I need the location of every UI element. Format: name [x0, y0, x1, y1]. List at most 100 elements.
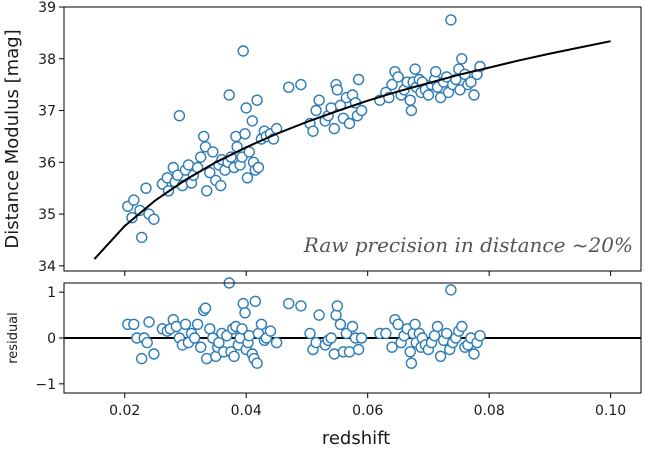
data-point	[445, 14, 457, 26]
data-point	[456, 53, 468, 65]
data-point	[307, 125, 319, 137]
data-point	[409, 63, 421, 75]
residual-point	[236, 323, 248, 335]
residual-point	[191, 318, 204, 330]
residual-point	[434, 350, 447, 362]
residual-point	[392, 318, 404, 330]
data-point	[343, 117, 356, 130]
residual-point	[204, 323, 216, 335]
residual-point	[179, 318, 192, 330]
data-point	[422, 89, 435, 101]
residual-y-ticks: −1 0 1	[35, 285, 64, 393]
residual-data-points	[122, 277, 486, 369]
data-point	[246, 115, 259, 127]
data-point	[200, 185, 213, 197]
y-tick-label: 39	[38, 0, 56, 16]
residual-y-tick-label: −1	[35, 377, 56, 393]
residual-point	[343, 346, 356, 358]
residual-y-tick-label: 0	[47, 331, 56, 347]
data-point	[454, 84, 466, 96]
residual-point	[405, 357, 418, 369]
residual-point	[386, 341, 398, 353]
y-tick-label: 38	[38, 52, 56, 68]
main-plot-frame	[63, 6, 642, 272]
residual-point	[255, 318, 268, 330]
x-tick-label: 0.08	[474, 403, 505, 419]
data-point	[313, 94, 325, 106]
residual-point	[468, 348, 480, 360]
residual-point	[409, 318, 421, 330]
residual-point	[328, 348, 340, 360]
model-curve	[93, 40, 611, 260]
residual-point	[237, 297, 249, 310]
residual-point	[170, 320, 183, 333]
y-tick-label: 36	[38, 155, 56, 171]
main-x-ticks	[124, 271, 612, 276]
annotation-text: Raw precision in distance ~20%	[303, 233, 633, 257]
residual-panel: −1 0 1 0.02 0.04 0.06 0.08 0.10 residual redsh…	[6, 277, 642, 449]
residual-point	[331, 300, 343, 312]
data-point	[173, 109, 186, 122]
residual-point	[431, 320, 444, 333]
data-point	[171, 169, 184, 181]
x-tick-label: 0.04	[231, 403, 262, 419]
data-point	[392, 71, 404, 83]
data-point	[355, 104, 368, 117]
main-data-points	[122, 14, 486, 244]
residual-point	[199, 302, 212, 314]
data-point	[331, 84, 343, 96]
residual-point	[456, 320, 468, 333]
residual-point	[474, 330, 486, 342]
residual-point	[128, 318, 140, 330]
main-y-ticks: 34 35 36 37 38 39	[38, 0, 64, 275]
residual-point	[249, 295, 262, 307]
residual-point	[143, 316, 155, 328]
y-tick-label: 34	[38, 259, 56, 275]
residual-point	[346, 320, 359, 333]
data-point	[207, 146, 219, 158]
data-point	[352, 73, 365, 86]
residual-point	[330, 309, 342, 321]
data-point	[135, 231, 148, 244]
residual-point	[264, 325, 277, 337]
data-point	[251, 94, 263, 106]
residual-point	[243, 330, 255, 342]
data-point	[240, 102, 252, 114]
residual-point	[148, 348, 160, 360]
x-tick-label: 0.02	[109, 403, 140, 419]
residual-point	[325, 332, 337, 344]
residual-point	[228, 350, 240, 362]
data-point	[128, 194, 140, 206]
residual-point	[334, 318, 347, 330]
main-y-axis-label: Distance Modulus [mag]	[2, 29, 23, 248]
data-point	[194, 151, 207, 163]
residual-point	[141, 336, 153, 349]
residual-point	[404, 346, 416, 358]
residual-point	[380, 327, 392, 340]
data-point	[239, 128, 251, 140]
residual-point	[440, 327, 453, 340]
data-point	[283, 81, 295, 93]
residual-point	[295, 300, 307, 312]
x-tick-label: 0.10	[595, 403, 626, 419]
data-point	[465, 76, 477, 88]
residual-x-ticks: 0.02 0.04 0.06 0.08 0.10	[109, 393, 626, 419]
residual-point	[270, 336, 283, 349]
residual-point	[310, 336, 322, 349]
data-point	[204, 166, 216, 179]
residual-point	[313, 309, 325, 321]
residual-point	[251, 357, 263, 369]
data-point	[241, 172, 254, 184]
x-axis-label: redshift	[322, 428, 390, 449]
residual-point	[445, 284, 457, 296]
data-point	[252, 161, 265, 174]
y-tick-label: 37	[38, 104, 56, 120]
data-point	[214, 179, 227, 192]
residual-point	[239, 307, 251, 319]
data-point	[386, 78, 398, 91]
main-panel: 34 35 36 37 38 39 Raw precision in distance ~…	[2, 0, 642, 276]
data-point	[468, 89, 480, 101]
y-tick-label: 35	[38, 207, 56, 223]
data-point	[310, 104, 322, 117]
residual-point	[304, 327, 316, 340]
